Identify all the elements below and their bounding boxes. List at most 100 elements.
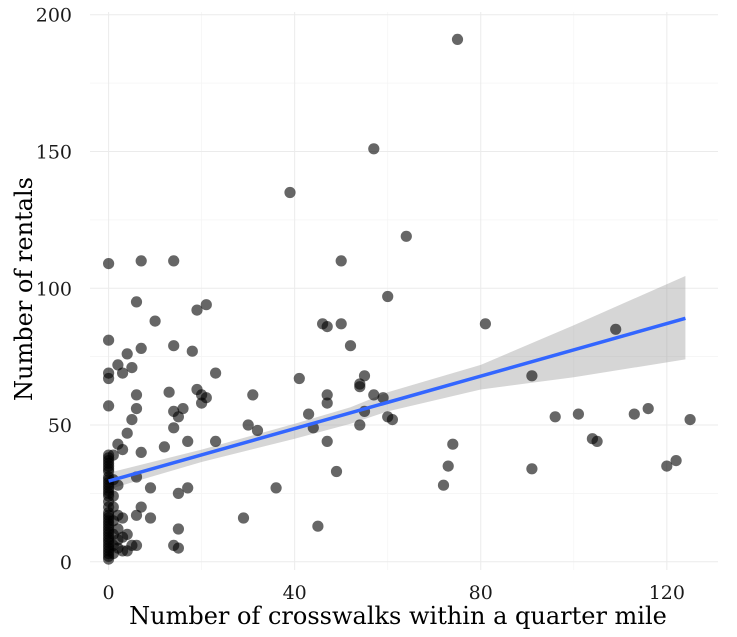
data-point <box>117 444 129 456</box>
x-tick-label: 120 <box>649 582 685 604</box>
data-point <box>247 389 259 401</box>
data-point <box>526 370 538 382</box>
data-point <box>354 419 366 431</box>
data-point <box>335 255 347 267</box>
data-point <box>572 408 585 420</box>
data-point <box>182 435 194 447</box>
data-point <box>107 501 119 513</box>
y-tick-label: 50 <box>48 415 72 437</box>
data-point <box>210 367 222 379</box>
data-point <box>358 370 371 382</box>
data-point <box>628 408 640 420</box>
data-point <box>158 441 170 453</box>
x-axis-title: Number of crosswalks within a quarter mi… <box>129 602 667 630</box>
data-point <box>130 389 143 401</box>
data-point <box>386 414 398 426</box>
data-point <box>242 419 254 431</box>
data-point <box>354 381 366 393</box>
x-tick-label: 40 <box>283 582 307 604</box>
data-point <box>479 318 491 330</box>
data-point <box>321 321 333 333</box>
data-point <box>670 455 682 467</box>
data-points <box>103 33 696 565</box>
data-point <box>591 435 603 447</box>
data-point <box>400 230 412 242</box>
data-point <box>112 479 124 491</box>
grid <box>90 12 718 570</box>
data-point <box>442 460 454 472</box>
data-point <box>321 435 333 447</box>
data-point <box>112 359 124 371</box>
data-point <box>237 512 250 524</box>
data-point <box>149 315 161 327</box>
data-point <box>321 397 333 409</box>
data-point <box>321 389 333 401</box>
data-point <box>293 372 305 385</box>
data-point <box>284 186 296 199</box>
data-point <box>121 427 133 439</box>
data-point <box>312 520 324 532</box>
data-point <box>642 403 654 415</box>
data-point <box>103 258 115 270</box>
confidence-band <box>108 276 686 490</box>
data-point <box>200 392 212 404</box>
data-point <box>144 512 157 524</box>
y-tick-label: 200 <box>36 5 72 27</box>
y-tick-label: 150 <box>36 142 72 164</box>
data-point <box>610 323 622 335</box>
data-point <box>135 501 147 513</box>
data-point <box>172 542 184 554</box>
data-point <box>135 446 147 458</box>
data-point <box>549 411 561 423</box>
data-point <box>103 372 115 385</box>
data-point <box>661 460 673 472</box>
data-point <box>210 435 222 447</box>
data-point <box>130 403 143 415</box>
data-point <box>368 143 380 155</box>
data-point <box>451 33 464 46</box>
regression-line <box>108 316 686 483</box>
data-point <box>335 318 347 330</box>
data-point <box>121 348 133 360</box>
data-point <box>177 403 189 415</box>
data-point <box>144 482 157 494</box>
data-point <box>377 392 389 404</box>
data-point <box>135 342 147 354</box>
x-tick-label: 80 <box>469 582 493 604</box>
data-point <box>117 512 129 524</box>
data-point <box>121 528 133 541</box>
data-point <box>200 299 212 311</box>
data-point <box>526 463 538 475</box>
data-point <box>130 296 143 308</box>
data-point <box>126 414 138 426</box>
y-axis-title: Number of rentals <box>10 177 38 401</box>
data-point <box>168 340 180 352</box>
data-point <box>107 490 119 502</box>
data-point <box>684 414 696 426</box>
data-point <box>112 523 124 535</box>
data-point <box>168 255 180 267</box>
y-tick-label: 100 <box>36 278 72 300</box>
data-point <box>270 482 282 494</box>
data-point <box>103 334 115 346</box>
data-point <box>117 367 129 379</box>
data-point <box>344 340 357 352</box>
data-point <box>107 449 119 461</box>
y-tick-label: 0 <box>60 552 72 574</box>
x-tick-label: 0 <box>103 582 115 604</box>
data-point <box>163 386 175 398</box>
data-point <box>330 465 343 478</box>
data-point <box>172 411 184 423</box>
data-point <box>382 290 394 303</box>
data-point <box>447 438 459 450</box>
data-point <box>168 422 180 434</box>
data-point <box>103 400 115 412</box>
data-point <box>172 523 184 535</box>
data-point <box>251 424 264 437</box>
data-point <box>182 482 194 494</box>
data-point <box>368 389 380 401</box>
data-point <box>130 539 143 552</box>
data-point <box>191 304 203 316</box>
data-point <box>126 362 138 374</box>
